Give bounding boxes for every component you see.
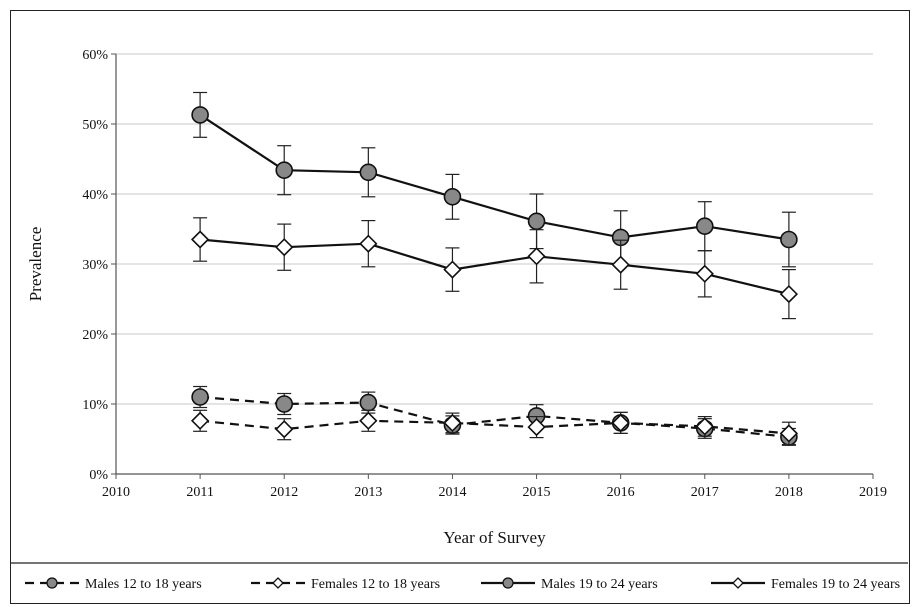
legend-marker-1	[273, 578, 283, 588]
data-point	[192, 389, 208, 405]
x-tick-label: 2017	[691, 485, 719, 500]
y-tick-label: 30%	[82, 258, 108, 273]
data-point	[192, 413, 208, 429]
data-point	[360, 395, 376, 411]
legend-marker-3	[733, 578, 743, 588]
y-tick-label: 40%	[82, 188, 108, 203]
y-tick-label: 60%	[82, 48, 108, 63]
legend-marker-0	[47, 578, 57, 588]
data-point	[529, 248, 545, 264]
data-point	[276, 421, 292, 437]
data-point	[276, 239, 292, 255]
data-point	[697, 218, 713, 234]
data-point	[781, 232, 797, 248]
x-tick-label: 2015	[523, 485, 551, 500]
x-tick-label: 2011	[186, 485, 213, 500]
data-point	[276, 162, 292, 178]
legend-label-3: Females 19 to 24 years	[771, 577, 900, 592]
x-tick-label: 2018	[775, 485, 803, 500]
data-point	[276, 396, 292, 412]
legend-label-0: Males 12 to 18 years	[85, 577, 202, 592]
data-point	[360, 164, 376, 180]
data-point	[781, 286, 797, 302]
chart-canvas: 0% 10% 20% 30% 40% 50% 60% 2010 2011 2012 2013 2014…	[11, 11, 908, 602]
y-tick-label: 10%	[82, 398, 108, 413]
legend-marker-2	[503, 578, 513, 588]
data-point	[697, 266, 713, 282]
y-tick-label: 50%	[82, 118, 108, 133]
data-point	[360, 236, 376, 252]
x-axis-title: Year of Survey	[443, 528, 546, 547]
y-axis-title: Prevalence	[26, 227, 45, 302]
data-point	[192, 232, 208, 248]
x-tick-label: 2014	[438, 485, 466, 500]
data-point	[529, 213, 545, 229]
x-tick-label: 2016	[607, 485, 635, 500]
data-point	[444, 189, 460, 205]
data-point	[360, 413, 376, 429]
legend-label-1: Females 12 to 18 years	[311, 577, 440, 592]
x-tick-label: 2013	[354, 485, 382, 500]
data-point	[192, 107, 208, 123]
data-point	[613, 257, 629, 273]
y-tick-label: 0%	[89, 468, 108, 483]
legend-label-2: Males 19 to 24 years	[541, 577, 658, 592]
y-tick-label: 20%	[82, 328, 108, 343]
chart-frame: 0% 10% 20% 30% 40% 50% 60% 2010 2011 2012 2013 2014…	[10, 10, 910, 604]
x-tick-label: 2019	[859, 485, 887, 500]
x-tick-label: 2010	[102, 485, 130, 500]
x-tick-label: 2012	[270, 485, 298, 500]
